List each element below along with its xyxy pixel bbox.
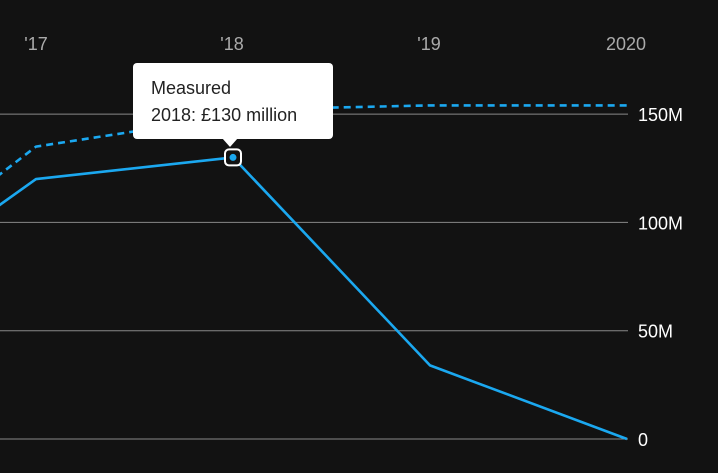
tooltip: Measured 2018: £130 million (133, 63, 333, 139)
series-group (0, 104, 628, 441)
x-tick-label: '19 (417, 34, 440, 54)
tooltip-value: 2018: £130 million (151, 105, 298, 125)
x-tick-label: '18 (220, 34, 243, 54)
x-tick-label: 2020 (606, 34, 646, 54)
gridlines (0, 113, 628, 440)
y-tick-label: 150M (638, 105, 683, 125)
highlight-point (229, 153, 237, 161)
y-tick-label: 0 (638, 430, 648, 450)
y-axis: 0 50M 100M 150M (638, 105, 683, 450)
tooltip-series-name: Measured (151, 78, 232, 98)
x-axis: '17 '18 '19 2020 (24, 34, 646, 54)
y-tick-label: 100M (638, 213, 683, 233)
series-line-dashed (0, 104, 627, 176)
highlight-group (224, 148, 242, 167)
y-tick-label: 50M (638, 322, 673, 342)
tooltip-pointer (222, 138, 238, 147)
series-line-measured (0, 156, 628, 441)
x-tick-label: '17 (24, 34, 47, 54)
